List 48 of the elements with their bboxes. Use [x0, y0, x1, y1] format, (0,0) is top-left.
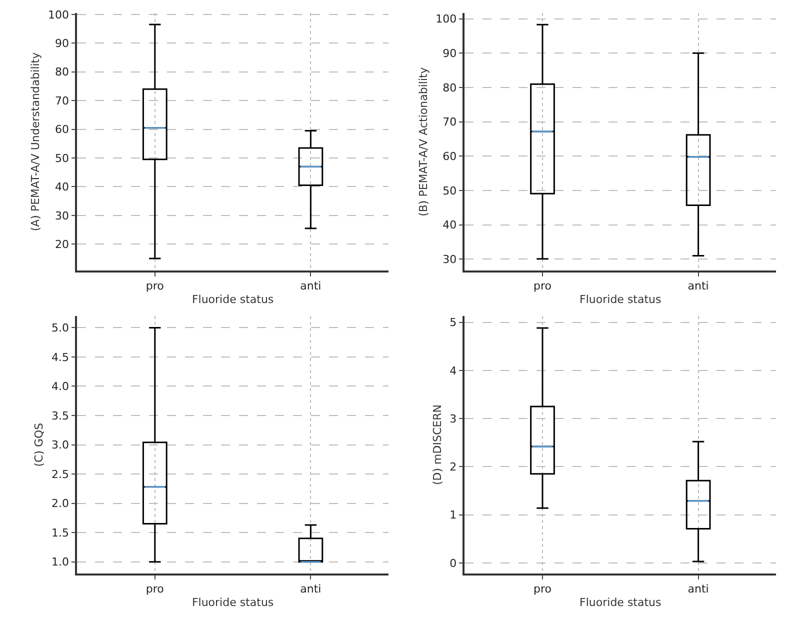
- y-tick-label: 50: [55, 152, 70, 165]
- x-tick-label: pro: [534, 582, 552, 596]
- y-tick-label: 30: [55, 209, 70, 222]
- x-axis-title: Fluoride status: [580, 596, 662, 610]
- y-tick-label: 100: [48, 8, 70, 22]
- y-tick-label: 40: [55, 180, 70, 194]
- x-tick-label: anti: [688, 582, 709, 596]
- y-tick-label: 1.0: [52, 556, 70, 569]
- y-tick-label: 50: [442, 184, 457, 198]
- y-tick-label: 4: [450, 364, 457, 378]
- x-axis-title: Fluoride status: [192, 293, 274, 306]
- y-tick-label: 3.0: [52, 438, 70, 452]
- y-tick-label: 5: [450, 316, 457, 330]
- y-tick-label: 1.5: [52, 526, 70, 540]
- y-tick-label: 60: [442, 150, 457, 164]
- y-tick-label: 0: [450, 556, 457, 570]
- y-tick-label: 20: [55, 238, 70, 251]
- y-tick-label: 5.0: [52, 322, 70, 335]
- x-tick-label: anti: [688, 280, 709, 292]
- y-axis-title: (B) PEMAT-A/V Actionability: [416, 66, 430, 216]
- y-tick-label: 1: [450, 508, 457, 522]
- x-tick-label: pro: [534, 280, 552, 292]
- x-tick-label: pro: [146, 280, 164, 292]
- y-tick-label: 80: [442, 81, 457, 94]
- x-axis-title: Fluoride status: [192, 596, 274, 610]
- y-tick-label: 4.0: [52, 380, 70, 394]
- y-tick-label: 90: [442, 47, 457, 60]
- x-tick-label: anti: [300, 280, 322, 292]
- y-tick-label: 40: [442, 218, 457, 232]
- y-tick-label: 70: [55, 94, 70, 108]
- y-tick-label: 3: [450, 412, 457, 426]
- y-axis-title: (A) PEMAT-A/V Understandability: [29, 52, 42, 232]
- y-tick-label: 2.0: [52, 497, 70, 510]
- y-tick-label: 3.5: [52, 409, 70, 422]
- y-tick-label: 30: [442, 253, 457, 266]
- y-tick-label: 2: [450, 460, 457, 474]
- y-axis-title: (D) mDISCERN: [430, 404, 444, 486]
- y-tick-label: 2.5: [52, 468, 70, 481]
- y-tick-label: 60: [55, 123, 70, 136]
- y-tick-label: 4.5: [52, 350, 70, 364]
- y-tick-label: 70: [442, 116, 457, 129]
- y-axis-title: (C) GQS: [32, 422, 46, 467]
- x-axis-title: Fluoride status: [580, 293, 662, 306]
- x-tick-label: anti: [300, 582, 322, 596]
- y-tick-label: 100: [436, 12, 457, 26]
- y-tick-label: 80: [55, 66, 70, 79]
- x-tick-label: pro: [146, 582, 164, 596]
- y-tick-label: 90: [55, 37, 70, 50]
